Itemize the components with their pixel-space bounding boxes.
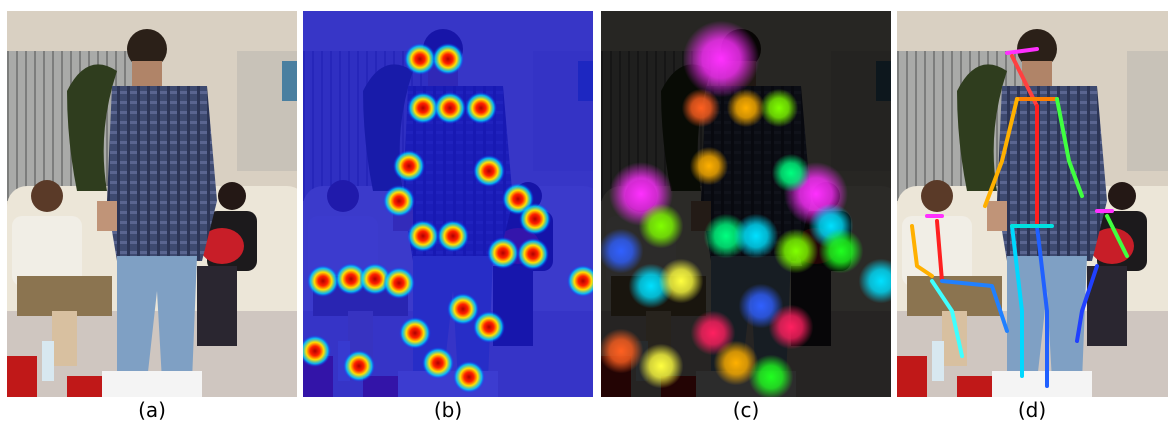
color-blob: [682, 89, 720, 127]
heat-blob: [519, 203, 551, 235]
heat-blob: [343, 350, 375, 382]
panel-label: (d): [1018, 398, 1046, 422]
color-blob: [690, 147, 728, 185]
heat-blob: [404, 43, 436, 75]
heat-blob: [399, 317, 431, 349]
heat-blob: [487, 237, 519, 269]
heat-blob: [383, 267, 415, 299]
panel-a: [7, 11, 307, 411]
heat-blob: [517, 238, 549, 270]
panel-label: (c): [733, 398, 760, 422]
heat-blob: [299, 335, 331, 367]
heat-blob: [473, 155, 505, 187]
color-blob: [749, 355, 794, 400]
heat-blob: [453, 361, 485, 393]
heat-blob: [407, 220, 439, 252]
color-blob: [639, 204, 684, 249]
panel-c: [599, 11, 904, 411]
panel-label: (a): [138, 398, 166, 422]
color-blob: [599, 229, 644, 274]
heat-blob: [434, 92, 466, 124]
color-blob: [769, 305, 814, 350]
color-blob: [599, 329, 644, 374]
color-blob: [683, 21, 760, 98]
heat-blob: [437, 220, 469, 252]
heat-blob: [473, 311, 505, 343]
panel-label: (b): [434, 398, 462, 422]
heat-blob: [393, 150, 425, 182]
color-blob: [734, 214, 779, 259]
color-blob: [859, 259, 904, 304]
heat-blob: [307, 265, 339, 297]
color-blob: [819, 229, 864, 274]
color-blob: [639, 344, 684, 389]
color-blob: [659, 259, 704, 304]
heat-blob: [432, 43, 464, 75]
color-blob: [727, 89, 765, 127]
heat-blob: [465, 92, 497, 124]
heat-blob: [383, 185, 415, 217]
heat-blob: [447, 293, 479, 325]
heat-blob: [567, 265, 599, 297]
figure: (a) (b) (c) (d): [0, 0, 1173, 427]
page: {"panels": [{"label": "(a)"}, {"label": …: [0, 0, 1173, 427]
panel-b: [299, 11, 603, 411]
panel-d: [897, 11, 1173, 411]
color-blob: [760, 89, 798, 127]
heat-blob: [422, 347, 454, 379]
color-blob: [772, 154, 810, 192]
color-blob: [774, 229, 819, 274]
